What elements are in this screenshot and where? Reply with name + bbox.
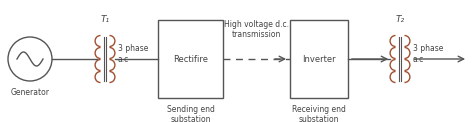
Text: Inverter: Inverter — [302, 55, 336, 63]
Text: Generator: Generator — [10, 88, 49, 97]
Text: T₂: T₂ — [395, 15, 405, 24]
Text: High voltage d.c.
transmission: High voltage d.c. transmission — [224, 20, 289, 39]
Text: Receiving end
substation: Receiving end substation — [292, 105, 346, 122]
Text: Rectifire: Rectifire — [173, 55, 208, 63]
Bar — [290, 20, 348, 98]
Text: 3 phase
a.c: 3 phase a.c — [118, 44, 148, 64]
Text: 3 phase
a.c: 3 phase a.c — [413, 44, 443, 64]
Text: T₁: T₁ — [100, 15, 109, 24]
Bar — [158, 20, 223, 98]
Text: Sending end
substation: Sending end substation — [166, 105, 214, 122]
